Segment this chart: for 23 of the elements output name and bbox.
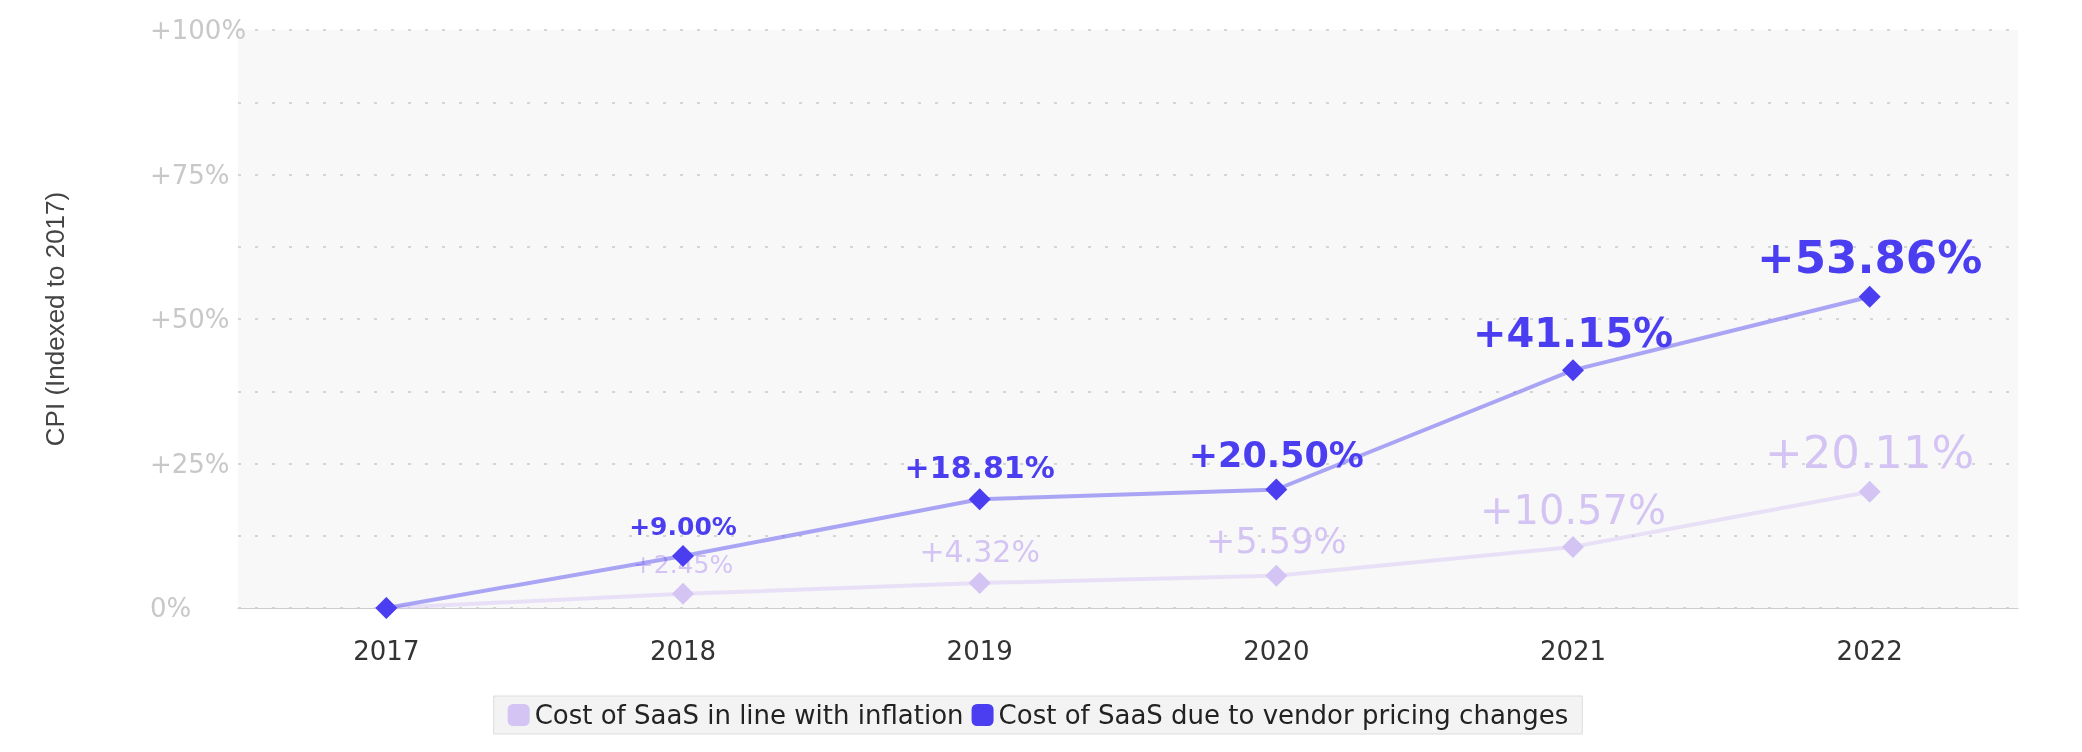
legend-label: Cost of SaaS due to vendor pricing changes — [998, 700, 1569, 730]
data-label: +18.81% — [904, 449, 1055, 485]
data-label: +53.86% — [1757, 230, 1983, 284]
point — [1265, 478, 1288, 501]
x-tick-label: 2021 — [1539, 636, 1607, 666]
point — [1265, 564, 1288, 587]
point — [1562, 359, 1584, 382]
x-tick-label: 2020 — [1243, 636, 1310, 666]
point — [968, 572, 991, 595]
point — [1858, 285, 1881, 308]
x-tick-label: 2022 — [1836, 636, 1903, 666]
y-axis-title: CPI (Indexed to 2017) — [40, 191, 70, 447]
data-label: +20.50% — [1188, 435, 1364, 476]
point — [1858, 480, 1881, 503]
data-label: +9.00% — [629, 511, 737, 541]
point — [968, 488, 991, 511]
data-label: +41.15% — [1472, 310, 1674, 357]
point — [672, 582, 694, 605]
x-tick-label: 2019 — [946, 636, 1013, 666]
point — [1562, 535, 1584, 558]
legend-label: Cost of SaaS in line with inflation — [534, 700, 964, 730]
x-tick-label: 2018 — [649, 636, 717, 666]
x-tick-label: 2017 — [353, 636, 420, 666]
